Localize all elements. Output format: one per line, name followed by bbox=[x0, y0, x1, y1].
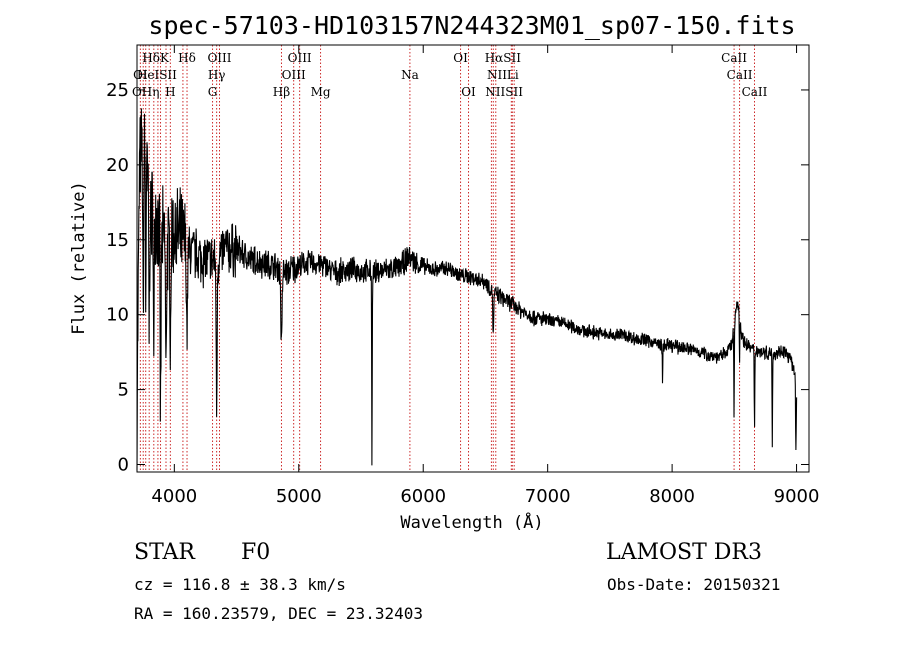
plot-frame bbox=[136, 44, 810, 473]
x-tick-label: 5000 bbox=[276, 486, 322, 507]
spectral-line-label: G bbox=[208, 85, 218, 99]
spectral-line-label: HeISII bbox=[137, 68, 177, 82]
spectral-line-label: OI bbox=[453, 51, 468, 65]
spectral-line-label: OIII bbox=[288, 51, 312, 65]
y-tick-label: 5 bbox=[118, 380, 129, 401]
spectral-line-label: CaII bbox=[727, 68, 753, 82]
spectral-line-label: OIII bbox=[207, 51, 231, 65]
spectral-line-labels: HδK Hδ OIII OIII OI HαSII CaII OI HeISII Hγ OIII Na… bbox=[132, 51, 768, 99]
y-tick-label: 10 bbox=[106, 305, 129, 326]
spectral-line-label: Na bbox=[401, 68, 419, 82]
observation-date: Obs-Date: 20150321 bbox=[607, 575, 781, 594]
spectral-line-label: Mg bbox=[311, 85, 331, 99]
survey-name: LAMOST DR3 bbox=[606, 540, 762, 565]
y-tick-label: 0 bbox=[118, 455, 129, 476]
x-tick-label: 7000 bbox=[525, 486, 571, 507]
x-axis-label: Wavelength (Å) bbox=[400, 511, 543, 533]
x-axis-ticks: 4000 5000 6000 7000 8000 9000 bbox=[151, 45, 819, 507]
x-tick-label: 9000 bbox=[774, 486, 820, 507]
spectral-line-label: NIILi bbox=[487, 68, 519, 82]
spectral-line-label: Hβ bbox=[273, 85, 290, 99]
spectral-line-label: OIII bbox=[282, 68, 306, 82]
x-tick-label: 8000 bbox=[649, 486, 695, 507]
object-class: STAR bbox=[134, 540, 195, 565]
spectral-line-label: HδK bbox=[142, 51, 170, 65]
spectral-line-label: NIISII bbox=[485, 85, 523, 99]
spectral-line-label: CaII bbox=[721, 51, 747, 65]
coordinates-readout: RA = 160.23579, DEC = 23.32403 bbox=[134, 604, 423, 623]
y-tick-label: 25 bbox=[106, 80, 129, 101]
redshift-readout: cz = 116.8 ± 38.3 km/s bbox=[134, 575, 346, 594]
y-axis-label: Flux (relative) bbox=[69, 181, 89, 335]
spectral-line-label: OHη bbox=[132, 85, 160, 99]
object-subclass: F0 bbox=[241, 540, 271, 565]
spectral-line-label: HαSII bbox=[485, 51, 522, 65]
spectral-line-label: Hδ bbox=[178, 51, 196, 65]
x-tick-label: 4000 bbox=[151, 486, 197, 507]
chart-title: spec-57103-HD103157N244323M01_sp07-150.f… bbox=[148, 11, 795, 40]
spectral-line-label: OI bbox=[461, 85, 476, 99]
y-tick-label: 15 bbox=[106, 230, 129, 251]
spectral-line-label: Hγ bbox=[208, 68, 226, 82]
y-axis-ticks: 0 5 10 15 20 25 bbox=[106, 80, 809, 476]
y-tick-label: 20 bbox=[106, 155, 129, 176]
spectral-line-label: H bbox=[165, 85, 175, 99]
spectral-line-label: CaII bbox=[742, 85, 768, 99]
flux-series-line bbox=[136, 108, 798, 471]
x-tick-label: 6000 bbox=[400, 486, 446, 507]
